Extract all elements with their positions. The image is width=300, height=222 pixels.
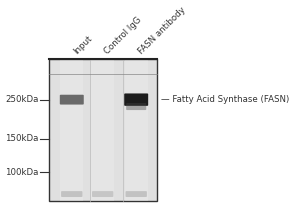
Bar [60,59,83,201]
Text: 150kDa: 150kDa [5,135,38,143]
Bar [49,59,157,201]
Text: — Fatty Acid Synthase (FASN): — Fatty Acid Synthase (FASN) [161,95,289,104]
Text: Input: Input [72,34,94,56]
Text: Control IgG: Control IgG [103,16,143,56]
FancyBboxPatch shape [92,191,113,197]
FancyBboxPatch shape [124,93,148,106]
Text: 250kDa: 250kDa [5,95,38,104]
FancyBboxPatch shape [60,95,84,105]
Bar [91,59,114,201]
Text: FASN antibody: FASN antibody [136,6,187,56]
FancyBboxPatch shape [61,191,82,197]
Text: 100kDa: 100kDa [5,168,38,177]
Bar [124,59,148,201]
FancyBboxPatch shape [125,191,147,197]
FancyBboxPatch shape [126,103,146,110]
